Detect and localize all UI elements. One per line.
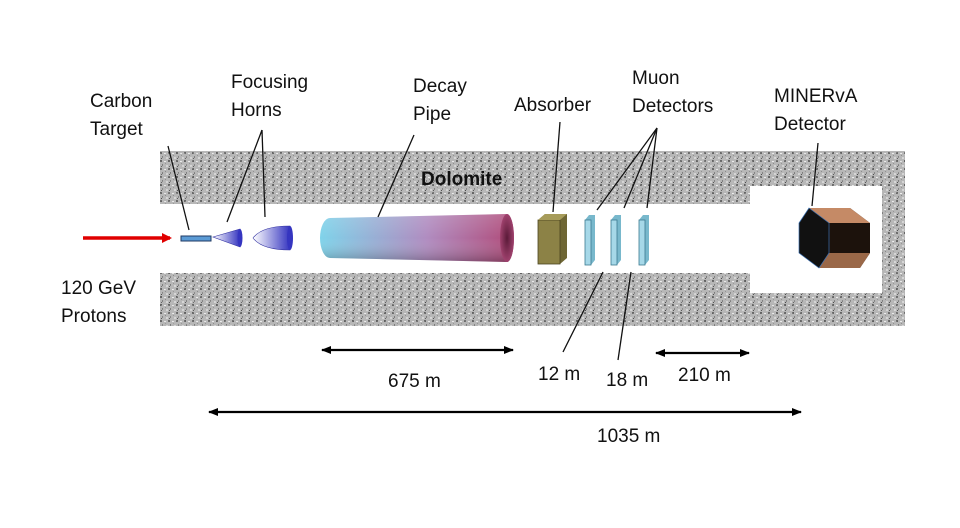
label-muon-detectors: Muon Detectors — [632, 65, 713, 121]
minerva-detector — [799, 208, 870, 268]
carbon-target — [181, 236, 211, 241]
absorber-block — [538, 214, 567, 264]
distance-decay-pipe: 675 m — [388, 368, 441, 396]
distance-minerva-gap: 210 m — [678, 362, 731, 390]
distance-muon-gap-2: 18 m — [606, 367, 648, 395]
label-focusing-horns: Focusing Horns — [231, 69, 308, 125]
label-absorber: Absorber — [514, 92, 591, 120]
decay-pipe — [320, 214, 514, 262]
muon-detector-1 — [585, 215, 595, 265]
muon-detector-3 — [639, 215, 649, 265]
distance-muon-gap-1: 12 m — [538, 361, 580, 389]
label-minerva-detector: MINERvA Detector — [774, 83, 857, 139]
label-carbon-target: Carbon Target — [90, 88, 152, 144]
distance-total: 1035 m — [597, 423, 660, 451]
label-decay-pipe: Decay Pipe — [413, 73, 467, 129]
muon-detector-2 — [611, 215, 621, 265]
label-protons: 120 GeV Protons — [61, 275, 136, 331]
label-dolomite: Dolomite — [421, 166, 502, 194]
